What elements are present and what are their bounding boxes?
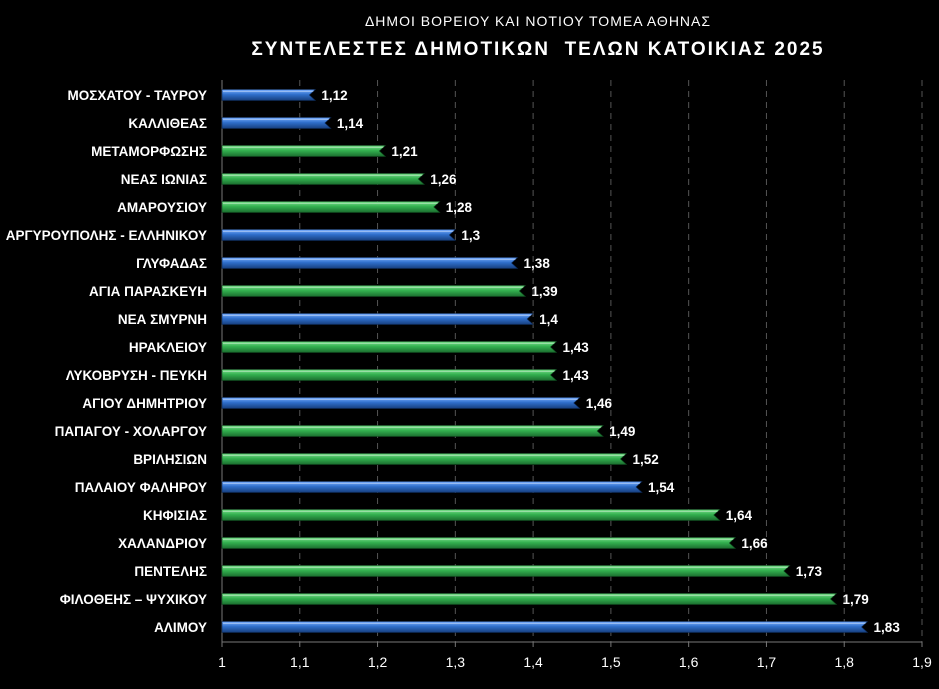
category-label: ΗΡΑΚΛΕΙΟΥ	[129, 340, 207, 355]
bar	[221, 369, 558, 381]
bar	[221, 565, 791, 577]
bar	[221, 89, 317, 101]
value-label: 1,4	[539, 312, 558, 327]
bar	[221, 621, 869, 633]
category-label: ΓΛΥΦΑΔΑΣ	[136, 256, 207, 271]
value-label: 1,52	[632, 452, 658, 467]
x-tick-label: 1,9	[912, 654, 932, 670]
x-tick-label: 1,4	[523, 654, 543, 670]
value-label: 1,26	[430, 172, 457, 187]
chart-title: ΣΥΝΤΕΛΕΣΤΕΣ ΔΗΜΟΤΙΚΩΝ ΤΕΛΩΝ ΚΑΤΟΙΚΙΑΣ 20…	[251, 39, 824, 60]
bar	[221, 145, 387, 157]
category-label: ΑΜΑΡΟΥΣΙΟΥ	[117, 200, 207, 215]
value-label: 1,43	[562, 368, 589, 383]
bar	[221, 257, 519, 269]
category-label: ΝΕΑ ΣΜΥΡΝΗ	[118, 312, 207, 327]
x-tick-label: 1,2	[368, 654, 388, 670]
category-label: ΜΟΣΧΑΤΟΥ - ΤΑΥΡΟΥ	[67, 88, 207, 103]
category-label: ΧΑΛΑΝΔΡΙΟΥ	[118, 536, 207, 551]
category-label: ΦΙΛΟΘΕΗΣ – ΨΥΧΙΚΟΥ	[60, 592, 207, 607]
value-label: 1,54	[648, 480, 675, 495]
chart-subtitle: ΔΗΜΟΙ ΒΟΡΕΙΟΥ ΚΑΙ ΝΟΤΙΟΥ ΤΟΜΕΑ ΑΘΗΝΑΣ	[365, 13, 711, 29]
x-tick-label: 1	[218, 654, 226, 670]
bar	[221, 537, 737, 549]
bar	[221, 313, 534, 325]
category-label: ΠΑΛΑΙΟΥ ΦΑΛΗΡΟΥ	[75, 480, 207, 495]
category-labels: ΜΟΣΧΑΤΟΥ - ΤΑΥΡΟΥ ΚΑΛΛΙΘΕΑΣ ΜΕΤΑΜΟΡΦΩΣΗΣ ΝΕ…	[6, 88, 207, 635]
bar	[221, 341, 558, 353]
category-label: ΑΛΙΜΟΥ	[154, 620, 207, 635]
bar	[221, 425, 604, 437]
bar	[221, 481, 643, 493]
category-label: ΑΓΙΑ ΠΑΡΑΣΚΕΥΗ	[89, 284, 207, 299]
bar	[221, 593, 838, 605]
value-label: 1,66	[741, 536, 768, 551]
value-label: 1,28	[446, 200, 473, 215]
value-label: 1,49	[609, 424, 635, 439]
bar	[221, 397, 581, 409]
bar	[221, 229, 457, 241]
value-label: 1,79	[842, 592, 868, 607]
x-tick-label: 1,7	[757, 654, 777, 670]
gridlines	[221, 80, 923, 642]
value-label: 1,43	[562, 340, 589, 355]
bar	[221, 509, 721, 521]
category-label: ΛΥΚΟΒΡΥΣΗ - ΠΕΥΚΗ	[66, 368, 207, 383]
category-label: ΑΓΙΟΥ ΔΗΜΗΤΡΙΟΥ	[82, 396, 207, 411]
x-tick-label: 1,1	[290, 654, 310, 670]
category-label: ΚΑΛΛΙΘΕΑΣ	[128, 116, 207, 131]
x-axis-ticks: 1 1,1 1,2 1,3 1,4 1,5 1,6 1,7 1,8 1,9	[218, 642, 932, 670]
bar	[221, 117, 332, 129]
value-label: 1,83	[874, 620, 901, 635]
category-label: ΜΕΤΑΜΟΡΦΩΣΗΣ	[91, 144, 207, 159]
bars	[221, 89, 869, 633]
category-label: ΚΗΦΙΣΙΑΣ	[143, 508, 207, 523]
bar	[221, 285, 527, 297]
x-tick-label: 1,5	[601, 654, 621, 670]
category-label: ΠΑΠΑΓΟΥ - ΧΟΛΑΡΓΟΥ	[55, 424, 207, 439]
value-label: 1,46	[586, 396, 613, 411]
x-tick-label: 1,8	[834, 654, 854, 670]
category-label: ΝΕΑΣ ΙΩΝΙΑΣ	[121, 172, 207, 187]
value-label: 1,21	[391, 144, 418, 159]
value-label: 1,14	[337, 116, 364, 131]
value-label: 1,3	[461, 228, 480, 243]
category-label: ΠΕΝΤΕΛΗΣ	[134, 564, 207, 579]
value-label: 1,12	[321, 88, 347, 103]
value-labels: 1,12 1,14 1,21 1,26 1,28 1,3 1,38 1,39 1,4 1,43 1,…	[321, 88, 900, 635]
bar	[221, 201, 441, 213]
value-label: 1,39	[531, 284, 557, 299]
category-label: ΑΡΓΥΡΟΥΠΟΛΗΣ - ΕΛΛΗΝΙΚΟΥ	[6, 228, 207, 243]
value-label: 1,38	[524, 256, 551, 271]
category-label: ΒΡΙΛΗΣΙΩΝ	[133, 452, 207, 467]
bar	[221, 173, 425, 185]
value-label: 1,73	[796, 564, 823, 579]
x-tick-label: 1,3	[446, 654, 466, 670]
x-tick-label: 1,6	[679, 654, 699, 670]
value-label: 1,64	[726, 508, 753, 523]
bar	[221, 453, 628, 465]
